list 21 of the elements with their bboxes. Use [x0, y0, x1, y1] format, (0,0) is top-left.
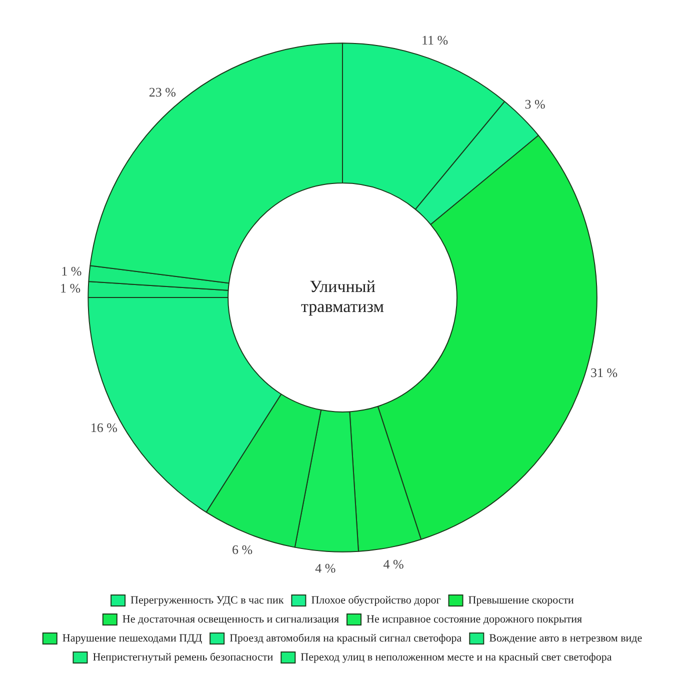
legend-label: Превышение скорости: [468, 594, 574, 606]
legend-label: Непристегнутый ремень безопасности: [92, 651, 274, 664]
legend-label: Нарушение пешеходами ПДД: [62, 632, 203, 644]
data-label: 16 %: [90, 420, 118, 436]
data-label: 23 %: [148, 84, 176, 100]
data-label: 11 %: [421, 32, 448, 48]
text: Уличный травматизм: [301, 276, 384, 316]
data-label: 31 %: [590, 364, 618, 380]
legend-label: Не исправное состояние дорожного покрытия: [366, 613, 582, 626]
legend-label: Вождение авто в нетрезвом виде: [489, 632, 642, 644]
data-label: 3 %: [524, 96, 546, 112]
legend-label: Проезд автомобиля на красный сигнал светофора: [230, 632, 462, 644]
data-label: 4 %: [315, 560, 336, 576]
legend-label: Не достаточная освещенность и сигнализация: [122, 613, 340, 626]
data-label: 1 %: [61, 263, 82, 278]
legend-label: Переход улиц в неположенном месте и на красный свет светофора: [300, 651, 612, 664]
data-label: 4 %: [383, 556, 404, 572]
data-label: 6 %: [232, 542, 253, 558]
data-label: 1 %: [60, 280, 81, 296]
legend-label: Плохое обустройство дорог: [311, 594, 442, 606]
legend-label: Перегруженность УДС в час пик: [130, 594, 284, 606]
